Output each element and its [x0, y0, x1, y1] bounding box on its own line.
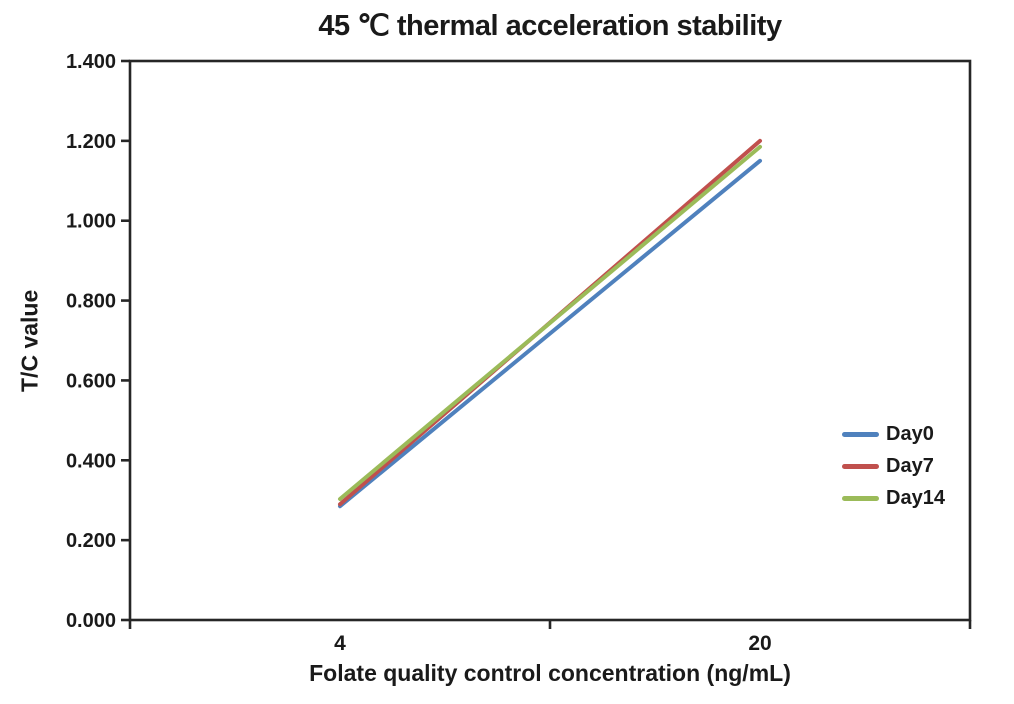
y-tick-label: 1.400 — [66, 51, 116, 73]
legend-item-day0: Day0 — [842, 418, 945, 450]
y-tick-label: 1.000 — [66, 211, 116, 233]
x-axis-title: Folate quality control concentration (ng… — [309, 660, 791, 686]
series-line-day0 — [338, 158, 762, 509]
plot-frame — [128, 59, 972, 622]
y-tick-label: 0.200 — [66, 530, 116, 552]
legend-item-day7: Day7 — [842, 450, 945, 482]
legend-swatch-day0-icon — [842, 431, 879, 437]
legend-label-day14: Day14 — [886, 486, 945, 509]
chart-title: 45 ℃ thermal acceleration stability — [318, 10, 782, 42]
x-tick-label: 4 — [334, 632, 346, 655]
legend-label-day7: Day7 — [886, 454, 934, 477]
series-line-day14 — [338, 144, 762, 502]
legend: Day0 Day7 Day14 — [842, 418, 945, 514]
legend-label-day0: Day0 — [886, 422, 934, 445]
legend-item-day14: Day14 — [842, 482, 945, 514]
y-tick-label: 0.000 — [66, 610, 116, 632]
x-tick-label: 20 — [748, 632, 771, 655]
y-tick-label: 1.200 — [66, 131, 116, 153]
legend-swatch-day14-icon — [842, 495, 879, 501]
y-tick-label: 0.600 — [66, 370, 116, 392]
legend-swatch-day7-icon — [842, 463, 879, 469]
y-tick-label: 0.400 — [66, 450, 116, 472]
y-tick-label: 0.800 — [66, 291, 116, 313]
